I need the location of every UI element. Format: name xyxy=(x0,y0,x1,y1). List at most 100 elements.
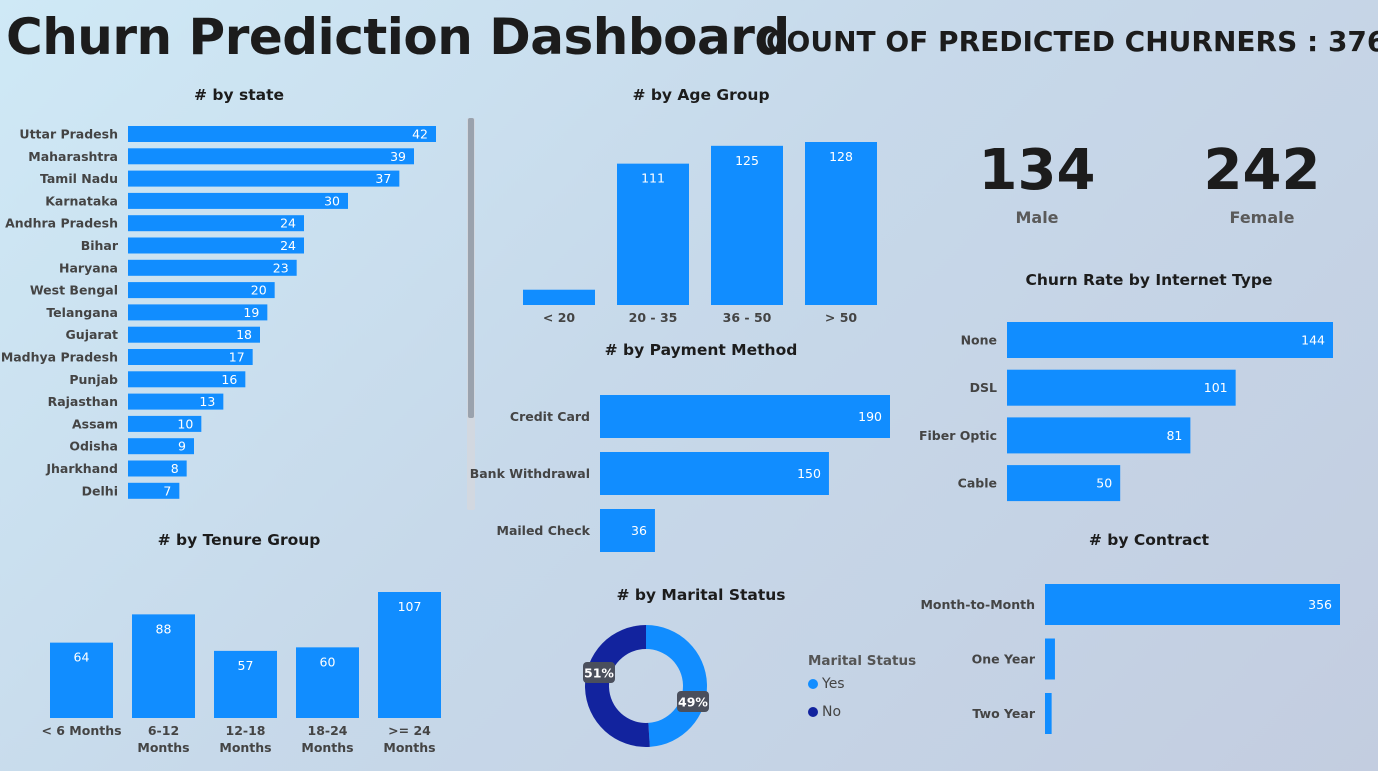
internet-bar-chart: None 144 DSL 101 Fiber Optic 81 Cable 50 xyxy=(919,322,1333,502)
marital-pct-label: 51% xyxy=(584,666,614,681)
age-value-label: 111 xyxy=(641,171,665,186)
state-bar xyxy=(128,148,414,165)
state-bar xyxy=(128,415,202,432)
age-bar xyxy=(617,163,689,305)
state-value-label: 19 xyxy=(243,305,259,320)
state-category-label: Tamil Nadu xyxy=(40,171,118,186)
age-value-label: 125 xyxy=(735,153,759,168)
state-bar xyxy=(128,438,194,455)
state-value-label: 10 xyxy=(177,416,193,431)
state-bar xyxy=(128,326,260,343)
marital-label-bg xyxy=(677,691,709,712)
tenure-category-label: 18-24 xyxy=(308,723,348,738)
tenure-bar xyxy=(378,592,441,718)
state-value-label: 20 xyxy=(251,283,267,298)
state-value-label: 9 xyxy=(178,439,186,454)
payment-value-label: 190 xyxy=(858,409,882,424)
tenure-value-label: 107 xyxy=(398,599,422,614)
contract-bar xyxy=(1045,693,1052,734)
marital-chart-title: # by Marital Status xyxy=(616,586,786,604)
state-chart-scrollbar[interactable] xyxy=(467,118,475,510)
state-category-label: Gujarat xyxy=(66,327,118,342)
marital-label-bg xyxy=(583,662,615,683)
tenure-bar-chart: 64 < 6 Months 88 6-12 Months 57 12-18 Months 60 1… xyxy=(41,592,441,755)
payment-value-label: 150 xyxy=(797,466,821,481)
payment-bar-chart: Credit Card 190 Bank Withdrawal 150 Mailed C… xyxy=(470,395,890,552)
internet-category-label: Fiber Optic xyxy=(919,428,997,443)
tenure-value-label: 60 xyxy=(320,654,336,669)
tenure-category-label: < 6 Months xyxy=(41,723,121,738)
tenure-value-label: 57 xyxy=(238,658,254,673)
tenure-bar xyxy=(50,642,113,718)
state-bar xyxy=(128,259,297,276)
state-chart-title: # by state xyxy=(194,86,284,104)
internet-category-label: Cable xyxy=(958,476,997,491)
internet-value-label: 81 xyxy=(1166,428,1182,443)
tenure-category-label: 12-18 xyxy=(226,723,266,738)
tenure-category-label: Months xyxy=(301,740,353,755)
marital-slice-no xyxy=(584,625,650,747)
state-category-label: Maharashtra xyxy=(28,149,118,164)
state-bar xyxy=(128,237,304,254)
tenure-category-label: Months xyxy=(383,740,435,755)
state-bar xyxy=(128,282,275,299)
tenure-value-label: 64 xyxy=(74,650,90,665)
tenure-category-label: 6-12 xyxy=(148,723,179,738)
state-bar xyxy=(128,192,348,209)
state-value-label: 8 xyxy=(171,461,179,476)
marital-donut-chart: 49% 51% xyxy=(583,625,709,747)
age-value-label: 128 xyxy=(829,149,853,164)
state-value-label: 30 xyxy=(324,193,340,208)
payment-bar xyxy=(600,395,890,438)
state-value-label: 39 xyxy=(390,149,406,164)
contract-bar xyxy=(1045,584,1340,625)
payment-bar xyxy=(600,509,655,552)
state-category-label: Delhi xyxy=(82,483,118,498)
tenure-category-label: Months xyxy=(137,740,189,755)
female-label: Female xyxy=(1229,208,1295,227)
internet-value-label: 50 xyxy=(1096,476,1112,491)
state-category-label: Odisha xyxy=(69,439,118,454)
internet-category-label: DSL xyxy=(970,380,997,395)
state-value-label: 42 xyxy=(412,127,428,142)
legend-label-yes: Yes xyxy=(822,676,845,692)
age-category-label: 36 - 50 xyxy=(723,310,772,325)
payment-chart-title: # by Payment Method xyxy=(604,341,798,359)
legend-item-yes[interactable]: Yes xyxy=(808,676,845,692)
state-category-label: Uttar Pradesh xyxy=(19,127,118,142)
age-bar-chart: < 20 111 20 - 35 125 36 - 50 128 > 50 xyxy=(523,142,877,325)
age-category-label: 20 - 35 xyxy=(629,310,678,325)
marital-pct-label: 49% xyxy=(678,695,708,710)
internet-value-label: 144 xyxy=(1301,333,1325,348)
state-category-label: West Bengal xyxy=(30,283,118,298)
state-value-label: 18 xyxy=(236,327,252,342)
state-bar xyxy=(128,393,224,410)
state-category-label: Telangana xyxy=(46,305,118,320)
state-value-label: 23 xyxy=(273,260,289,275)
internet-category-label: None xyxy=(961,333,997,348)
contract-category-label: One Year xyxy=(972,652,1036,667)
scrollbar-thumb[interactable] xyxy=(468,118,474,418)
marital-slice-yes xyxy=(646,625,707,747)
state-bar xyxy=(128,170,400,187)
predicted-churners-count: COUNT OF PREDICTED CHURNERS : 376 xyxy=(766,25,1378,58)
legend-dot-no xyxy=(808,707,818,717)
state-value-label: 16 xyxy=(221,372,237,387)
legend-item-no[interactable]: No xyxy=(808,704,841,720)
internet-bar xyxy=(1007,322,1333,358)
state-value-label: 37 xyxy=(375,171,391,186)
state-category-label: Jharkhand xyxy=(45,461,118,476)
state-category-label: Punjab xyxy=(69,372,118,387)
state-category-label: Andhra Pradesh xyxy=(5,216,118,231)
legend-label-no: No xyxy=(822,704,842,720)
contract-bar xyxy=(1045,638,1055,680)
state-category-label: Karnataka xyxy=(45,193,118,208)
state-bar xyxy=(128,349,253,365)
contract-category-label: Two Year xyxy=(972,706,1035,721)
internet-value-label: 101 xyxy=(1204,380,1228,395)
tenure-bar xyxy=(132,614,195,718)
state-category-label: Madhya Pradesh xyxy=(1,350,118,365)
state-bar xyxy=(128,126,436,142)
payment-category-label: Credit Card xyxy=(510,409,590,424)
tenure-chart-title: # by Tenure Group xyxy=(157,531,321,549)
